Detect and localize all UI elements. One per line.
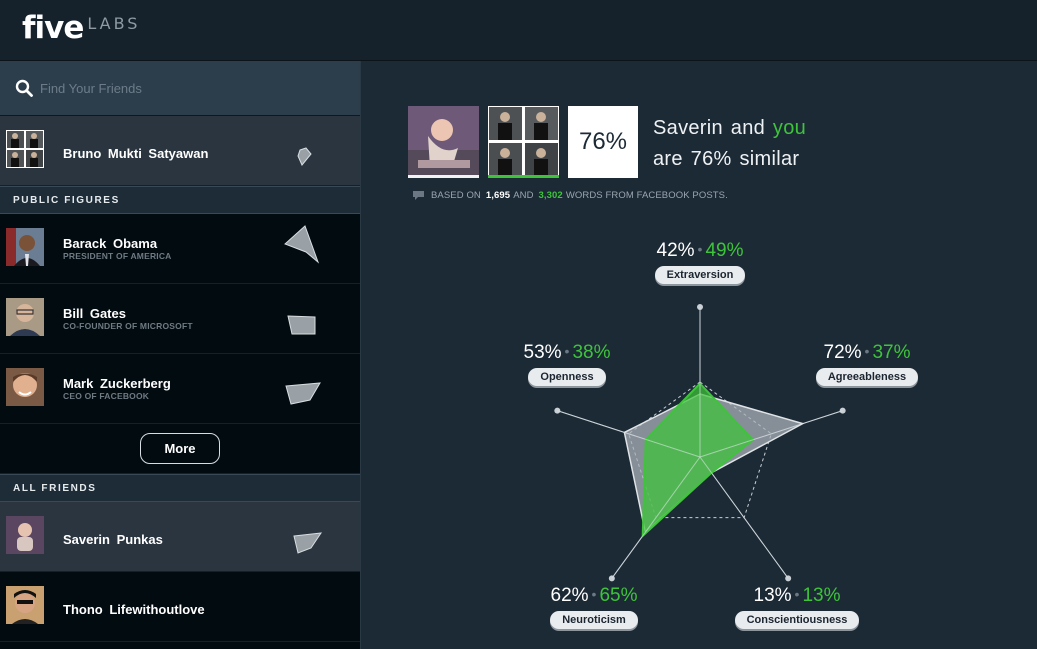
trait-them-pct: 53% [523,342,562,363]
radar-axis-overlay [557,410,701,458]
trait-label: Neuroticism [550,611,638,629]
headline-line-2: are 76% similar [653,148,800,170]
figure-name: Bill Gates [63,306,126,321]
trait-them-pct: 42% [656,240,695,261]
top-bar: five LABS [0,0,1037,61]
figure-name: Barack Obama [63,236,158,251]
radar-axis-overlay [611,456,701,579]
thono-avatar [6,586,44,624]
figure-subtitle: PRESIDENT OF AMERICA [63,251,172,261]
word-count-them: 1,695 [485,190,511,201]
gates-avatar [6,298,44,336]
fivelabs-logo[interactable]: five LABS [22,10,140,46]
personality-shape-icon [284,225,320,264]
trait-you-pct: 65% [599,585,638,606]
radar-axis-overlay [699,456,789,579]
trait-you-pct: 49% [705,240,744,261]
trait-conscientiousness: 13% • 13% Conscientiousness [707,585,887,629]
saverin-avatar [6,516,44,554]
public-figure-row-zuckerberg[interactable]: Mark Zuckerberg CEO OF FACEBOOK [0,354,360,424]
more-button[interactable]: More [140,433,220,464]
personality-shape-icon [297,147,312,166]
trait-you-pct: 37% [872,342,911,363]
your-photo[interactable] [488,106,559,178]
similarity-score: 76% [568,106,638,178]
personality-shape-icon [293,532,323,554]
headline-line-1: Saverin and you [653,113,806,144]
obama-avatar [6,228,44,266]
public-figure-row-gates[interactable]: Bill Gates CO-FOUNDER OF MICROSOFT [0,284,360,354]
trait-label: Openness [528,368,606,386]
similarity-headline: Saverin and you are 76% similar [653,113,806,175]
trait-extraversion: 42% • 49% Extraversion [610,240,790,284]
search-bar [0,61,360,116]
trait-label: Conscientiousness [734,611,860,629]
separator-dot: • [564,343,570,359]
headline-and: and [730,117,766,139]
more-container: More [0,424,360,474]
zuckerberg-avatar [6,368,44,406]
friend-name: Saverin Punkas [63,532,163,547]
search-icon [15,79,33,97]
trait-you-pct: 13% [802,585,841,606]
current-user-row[interactable]: Bruno Mukti Satyawan [0,116,360,186]
trait-neuroticism: 62% • 65% Neuroticism [504,585,684,629]
personality-shape-icon [287,315,316,335]
separator-dot: • [697,241,703,257]
trait-label: Agreeableness [815,368,919,386]
radar-axis-overlay [699,410,843,458]
current-user-avatar [6,130,44,168]
figure-subtitle: CEO OF FACEBOOK [63,391,150,401]
search-input[interactable] [40,80,320,96]
separator-dot: • [591,586,597,602]
headline-you: you [772,117,807,139]
based-suffix: WORDS FROM FACEBOOK POSTS. [565,190,728,201]
friend-photo[interactable] [408,106,479,178]
figure-name: Mark Zuckerberg [63,376,171,391]
based-prefix: BASED ON [431,190,481,201]
current-user-name: Bruno Mukti Satyawan [63,146,209,161]
public-figure-row-obama[interactable]: Barack Obama PRESIDENT OF AMERICA [0,214,360,284]
trait-you-pct: 38% [572,342,611,363]
word-count-note: BASED ON 1,695 AND 3,302 WORDS FROM FACE… [412,190,728,201]
main-panel: 76% Saverin and you are 76% similar BASE… [362,61,1037,649]
separator-dot: • [864,343,870,359]
comment-icon [413,191,424,200]
trait-openness: 53% • 38% Openness [477,342,657,386]
trait-them-pct: 62% [550,585,589,606]
section-all-friends: ALL FRIENDS [0,474,360,502]
sidebar: Bruno Mukti Satyawan PUBLIC FIGURES Bara… [0,61,361,649]
friend-name: Thono Lifewithoutlove [63,602,205,617]
friend-first-name: Saverin [653,117,723,139]
personality-shape-icon [285,382,321,405]
friend-row-thono[interactable]: Thono Lifewithoutlove [0,572,360,642]
friend-row-saverin[interactable]: Saverin Punkas [0,502,360,572]
trait-agreeableness: 72% • 37% Agreeableness [777,342,957,386]
trait-them-pct: 72% [823,342,862,363]
logo-five-text: five [22,10,84,46]
personality-radar-chart [554,304,846,582]
word-count-you: 3,302 [538,190,563,201]
logo-labs-text: LABS [87,14,141,33]
trait-label: Extraversion [654,266,746,284]
trait-them-pct: 13% [753,585,792,606]
section-public-figures: PUBLIC FIGURES [0,186,360,214]
based-and: AND [513,190,534,201]
separator-dot: • [794,586,800,602]
figure-subtitle: CO-FOUNDER OF MICROSOFT [63,321,193,331]
